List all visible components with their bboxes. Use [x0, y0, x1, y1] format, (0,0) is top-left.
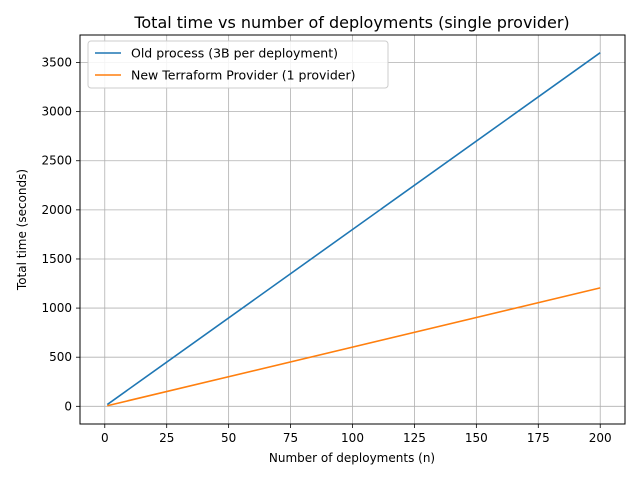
legend: Old process (3B per deployment) New Terra…	[87, 40, 389, 89]
y-axis-label: Total time (seconds)	[15, 169, 29, 291]
y-tick-label: 3500	[41, 56, 72, 70]
x-tick-label: 100	[341, 431, 364, 445]
y-tick-label: 2500	[41, 154, 72, 168]
x-tick-label: 25	[159, 431, 174, 445]
x-axis-ticks: 0 25 50 75 100 125 150 175 200	[101, 424, 612, 445]
y-axis-ticks: 0 500 1000 1500 2000 2500 3000 3500	[41, 56, 80, 413]
chart-title: Total time vs number of deployments (sin…	[133, 13, 569, 32]
legend-label-0: Old process (3B per deployment)	[131, 46, 338, 61]
x-tick-label: 0	[101, 431, 109, 445]
x-tick-label: 125	[403, 431, 426, 445]
series-line-1	[107, 287, 601, 407]
y-tick-label: 1500	[41, 252, 72, 266]
x-tick-label: 75	[283, 431, 298, 445]
x-tick-label: 175	[527, 431, 550, 445]
series-lines	[106, 52, 601, 407]
y-tick-label: 500	[49, 350, 72, 364]
x-axis-label: Number of deployments (n)	[269, 451, 435, 465]
series-line-0	[106, 52, 601, 406]
legend-label-1: New Terraform Provider (1 provider)	[131, 68, 355, 83]
legend-box	[87, 40, 389, 89]
y-tick-label: 3000	[41, 105, 72, 119]
y-tick-label: 0	[64, 399, 72, 413]
x-tick-label: 50	[221, 431, 236, 445]
y-tick-label: 2000	[41, 203, 72, 217]
y-tick-label: 1000	[41, 301, 72, 315]
x-tick-label: 150	[465, 431, 488, 445]
x-tick-label: 200	[589, 431, 612, 445]
